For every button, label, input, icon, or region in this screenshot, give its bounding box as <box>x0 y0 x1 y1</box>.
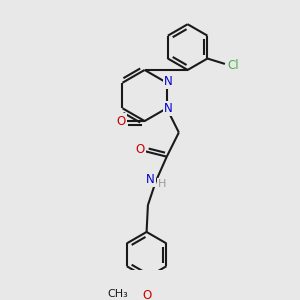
Text: N: N <box>164 75 172 88</box>
Text: H: H <box>158 179 166 189</box>
Text: Cl: Cl <box>227 59 239 72</box>
Text: O: O <box>116 115 126 128</box>
Text: CH₃: CH₃ <box>107 289 128 299</box>
Text: N: N <box>146 173 154 186</box>
Text: N: N <box>164 102 172 115</box>
Text: O: O <box>135 143 145 157</box>
Text: O: O <box>142 289 151 300</box>
